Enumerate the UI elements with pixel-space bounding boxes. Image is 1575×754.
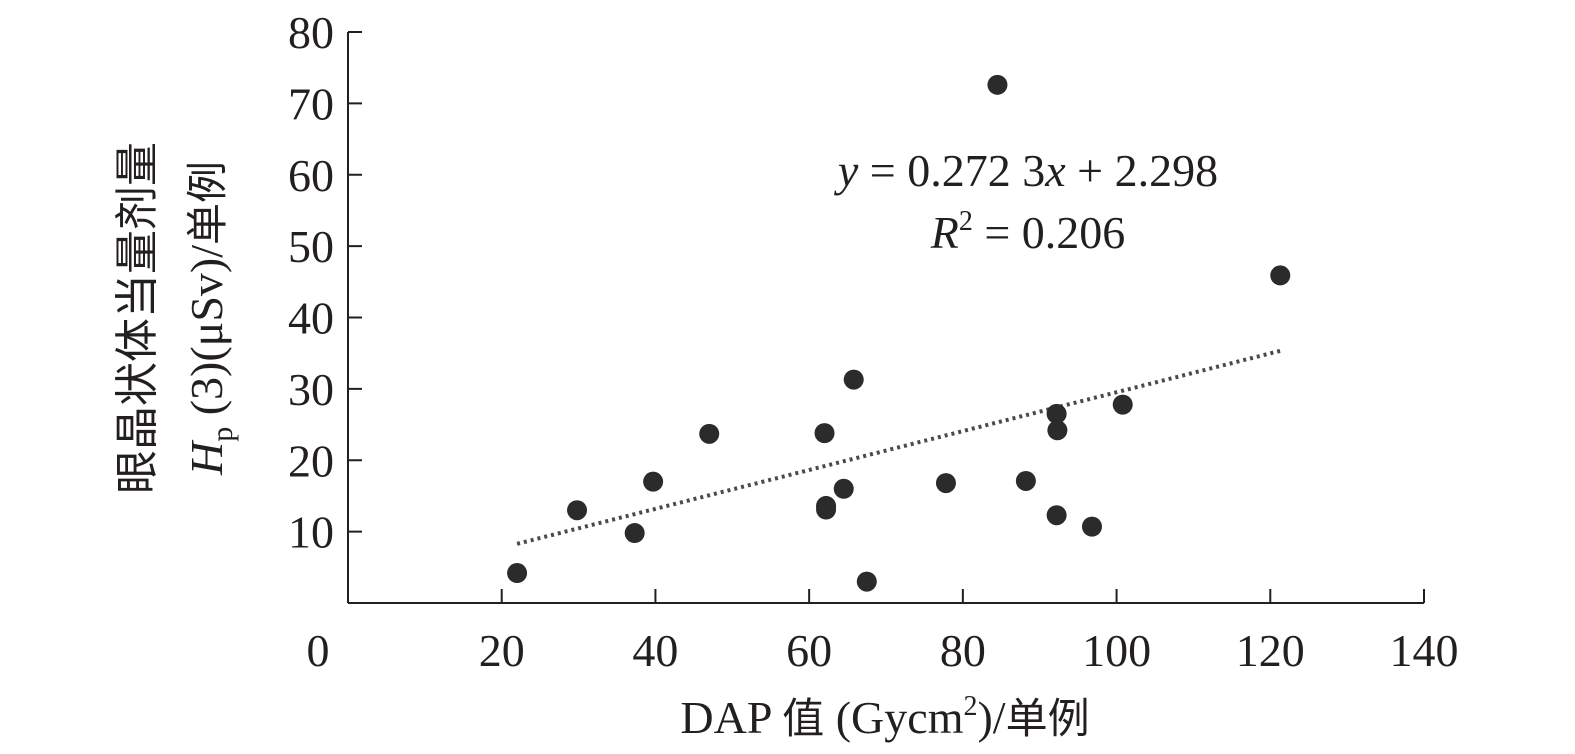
ticks: 0 20 40 60 80 100 120 140 10 20 30 40 50 60 70 80: [288, 7, 1459, 676]
x-label-dap: DAP: [680, 692, 782, 743]
data-point: [1046, 505, 1067, 526]
y-tick-label: 40: [288, 293, 334, 344]
y-tick-label: 60: [288, 150, 334, 201]
data-point: [1112, 394, 1133, 415]
x-tick-label: 0: [307, 625, 330, 676]
x-tick-label: 80: [940, 625, 986, 676]
x-tick-label: 120: [1236, 625, 1305, 676]
data-point: [814, 423, 835, 444]
data-point: [1270, 265, 1291, 286]
data-point: [699, 423, 720, 444]
data-point: [1046, 403, 1067, 424]
y-tick-label: 10: [288, 507, 334, 558]
data-point: [833, 478, 854, 499]
regression-equation: y = 0.272 3x + 2.298: [834, 145, 1218, 196]
x-label-case-cjk: 单例: [1006, 694, 1090, 743]
x-tick-label: 100: [1082, 625, 1151, 676]
x-tick-label: 40: [632, 625, 678, 676]
x-label-value-cjk: 值: [782, 694, 824, 743]
y-tick-label: 80: [288, 7, 334, 58]
y-label-sub: p: [206, 427, 239, 442]
eq-x-var: x: [1044, 145, 1066, 196]
x-label-sup: 2: [963, 691, 977, 722]
data-point: [643, 471, 664, 492]
y-tick-label: 30: [288, 364, 334, 415]
r-symbol: R: [930, 207, 959, 258]
y-tick-label: 20: [288, 435, 334, 486]
r-superscript: 2: [959, 206, 973, 237]
y-label-line1: 眼晶状体当量剂量: [112, 142, 163, 494]
data-point: [987, 74, 1008, 95]
data-points: [507, 74, 1291, 592]
data-point: [843, 369, 864, 390]
data-point: [1015, 470, 1036, 491]
y-tick-label: 50: [288, 221, 334, 272]
data-point: [856, 571, 877, 592]
x-label-unit: (Gycm: [824, 692, 963, 743]
r-value: = 0.206: [973, 207, 1125, 258]
x-axis-label: DAP 值 (Gycm2)/单例: [680, 691, 1089, 743]
data-point: [624, 523, 645, 544]
eq-intercept: + 2.298: [1066, 145, 1218, 196]
trendline-group: [516, 348, 1281, 546]
data-point: [1047, 420, 1068, 441]
eq-y-var: y: [834, 145, 859, 196]
y-axis-label: 眼晶状体当量剂量 Hp (3)(μSv)/单例: [112, 142, 239, 494]
r-squared: R2 = 0.206: [930, 206, 1126, 258]
trendline: [516, 348, 1281, 546]
data-point: [935, 473, 956, 494]
x-tick-label: 60: [786, 625, 832, 676]
y-label-case-cjk: 单例: [183, 161, 232, 245]
data-point: [567, 500, 588, 521]
eq-coefficient: = 0.272 3: [858, 145, 1045, 196]
x-tick-label: 20: [479, 625, 525, 676]
x-tick-label: 140: [1390, 625, 1459, 676]
x-label-close: )/: [977, 692, 1005, 743]
data-point: [507, 563, 528, 584]
y-label-rest: (3)(μSv)/: [181, 245, 232, 427]
y-label-h: H: [181, 439, 232, 476]
data-point: [1081, 516, 1102, 537]
data-point: [816, 499, 837, 520]
y-label-line2: Hp (3)(μSv)/单例: [181, 161, 239, 476]
axes: [347, 32, 1424, 604]
y-tick-label: 70: [288, 78, 334, 129]
